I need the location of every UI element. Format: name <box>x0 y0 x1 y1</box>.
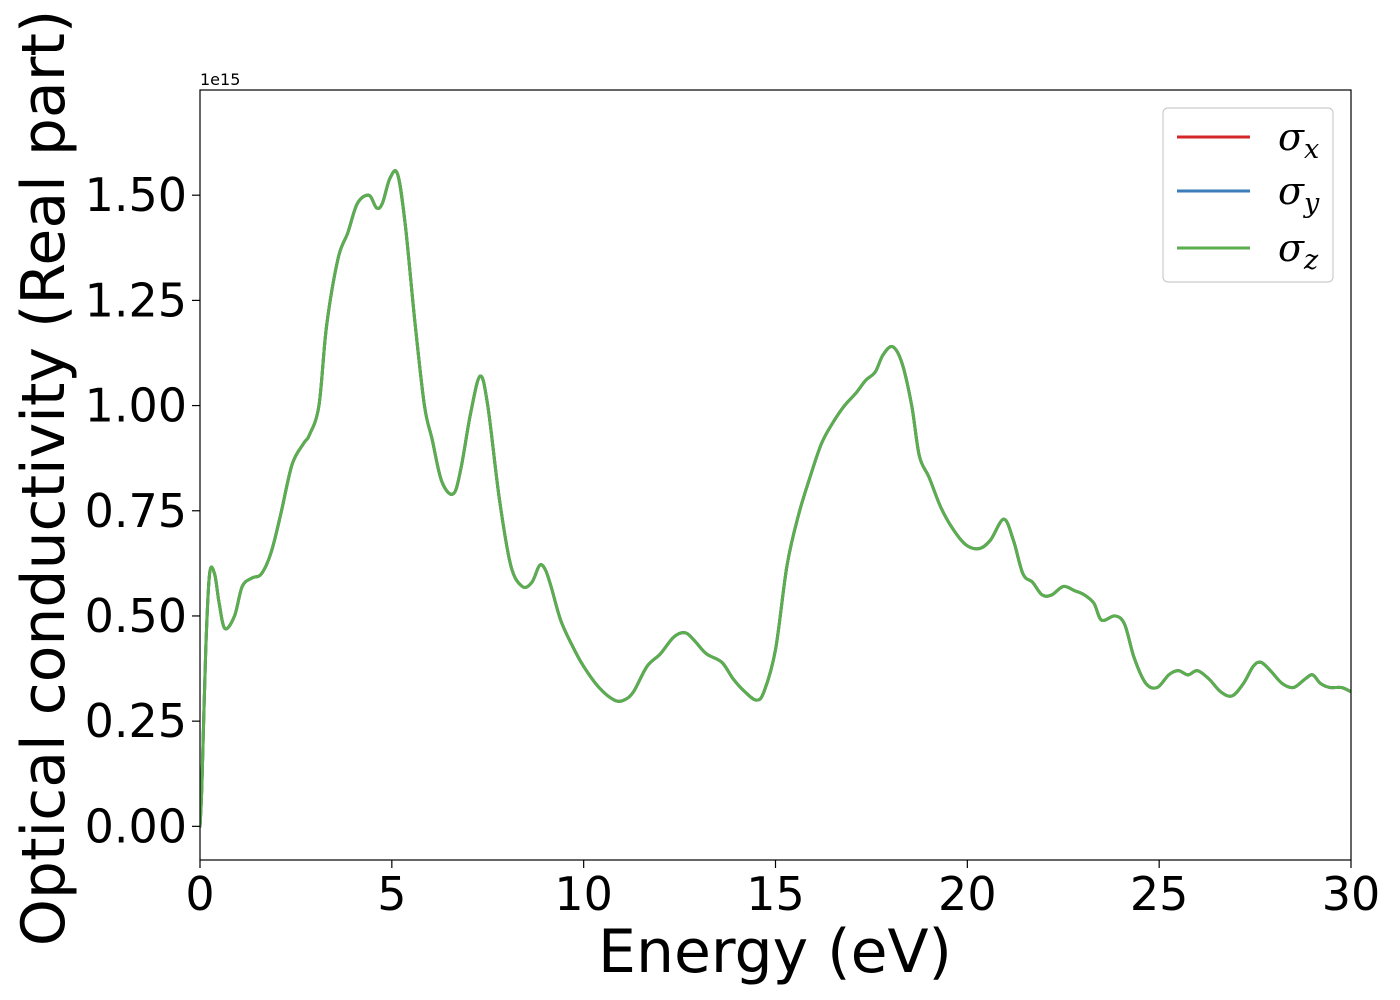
y-tick-label: 0.50 <box>85 589 187 643</box>
x-tick-label: 0 <box>185 867 214 921</box>
legend-box <box>1162 107 1334 283</box>
x-axis-label: Energy (eV) <box>598 917 952 987</box>
series-layer <box>200 169 1351 828</box>
legend-label-z: σz <box>1278 226 1319 276</box>
series-line-σz <box>200 169 1351 828</box>
y-tick-label: 0.25 <box>85 694 187 748</box>
y-tick-label: 1.50 <box>85 168 187 222</box>
x-tick-label: 30 <box>1322 867 1381 921</box>
legend-label-x: σx <box>1278 115 1319 165</box>
y-tick-label: 0.00 <box>85 799 187 853</box>
x-tick-label: 5 <box>377 867 406 921</box>
legend-label-y: σy <box>1278 169 1320 219</box>
y-tick-label: 1.00 <box>85 379 187 433</box>
y-tick-label: 0.75 <box>85 484 187 538</box>
y-axis-label: Optical conductivity (Real part) <box>9 10 79 947</box>
y-axis-ticks: 0.00 0.25 0.50 0.75 1.00 1.25 1.50 <box>85 168 200 853</box>
x-tick-label: 25 <box>1130 867 1189 921</box>
x-tick-label: 10 <box>554 867 613 921</box>
y-tick-label: 1.25 <box>85 273 187 327</box>
x-tick-label: 20 <box>938 867 997 921</box>
x-axis-ticks: 0 5 10 15 20 25 30 <box>185 860 1380 921</box>
x-tick-label: 15 <box>746 867 805 921</box>
y-offset-label: 1e15 <box>200 70 240 89</box>
